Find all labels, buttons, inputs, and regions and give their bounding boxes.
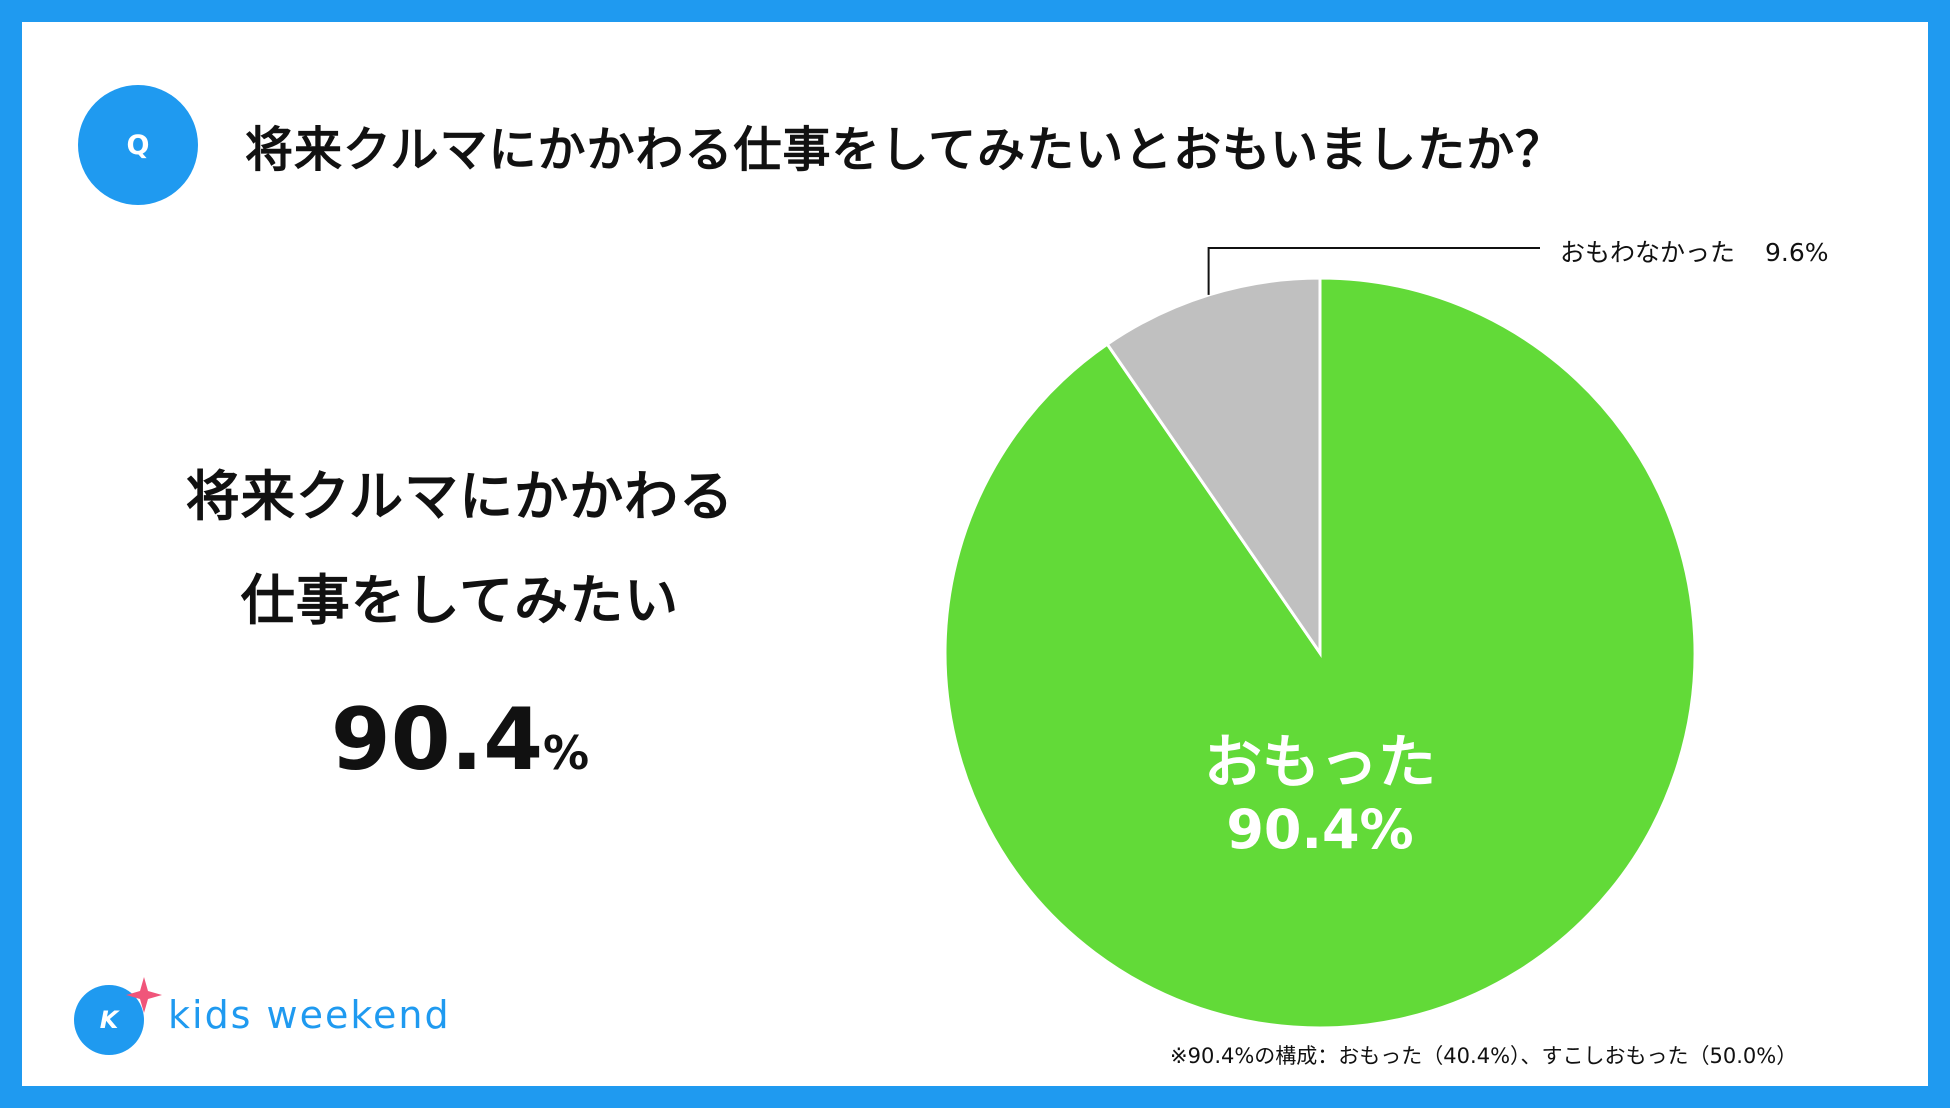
callout-leader-line (1207, 247, 1540, 295)
headline-value: 90.4 (330, 690, 544, 790)
headline-percentage: 90.4% (160, 690, 760, 790)
footnote: ※90.4%の構成：おもった（40.4%）、すこしおもった（50.0%） (1170, 1044, 1798, 1068)
slice-value-no: 9.6% (1765, 238, 1829, 267)
brand-logo: K kids weekend (74, 975, 451, 1055)
slice-label-yes: おもった (1203, 728, 1436, 796)
pie-slice-no (1105, 276, 1322, 658)
logo-letter: K (99, 1006, 119, 1034)
question-badge-label: Q (126, 129, 150, 161)
slice-value-yes: 90.4% (1226, 798, 1414, 861)
headline: 将来クルマにかかわる 仕事をしてみたい (160, 445, 760, 653)
brand-name: kids weekend (168, 993, 451, 1037)
logo-mark: K (74, 975, 164, 1055)
slice-label-no: おもわなかった (1560, 238, 1736, 267)
question-badge: Q (78, 85, 198, 205)
question-title: 将来クルマにかかわる仕事をしてみたいとおもいましたか？ (245, 122, 1565, 178)
headline-unit: % (543, 726, 590, 780)
sparkle-icon (126, 977, 162, 1013)
headline-line-2: 仕事をしてみたい (240, 569, 680, 632)
slice-callout-no: おもわなかった 9.6% (1560, 233, 1829, 269)
headline-line-1: 将来クルマにかかわる (185, 465, 735, 528)
